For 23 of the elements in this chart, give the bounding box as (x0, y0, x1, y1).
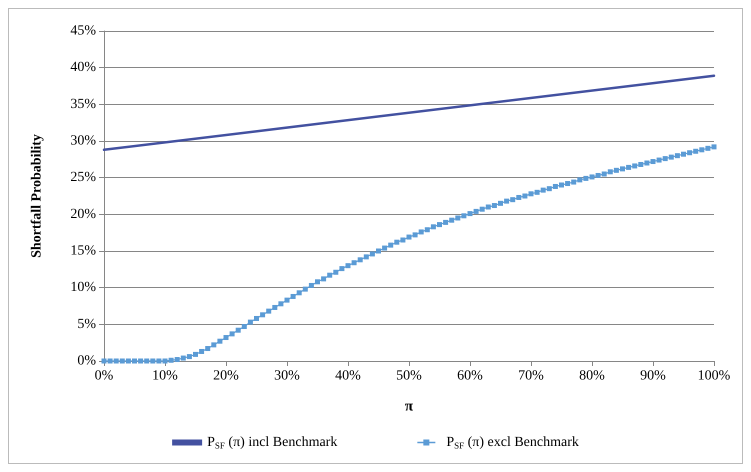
y-tick-label: 15% (70, 244, 96, 258)
y-axis-title: Shortfall Probability (30, 134, 44, 258)
x-tick-label: 90% (640, 368, 666, 384)
x-tick-label: 10% (152, 368, 178, 384)
y-tick-label: 40% (70, 60, 96, 76)
x-tick-label: 70% (518, 368, 544, 384)
x-tick-label: 0% (94, 368, 114, 384)
x-tick-label: 30% (274, 368, 300, 384)
y-tick-label: 25% (70, 170, 96, 186)
y-tick-label: 20% (70, 206, 96, 222)
x-tick-label: 60% (457, 368, 484, 384)
y-tick-label: 10% (70, 280, 96, 296)
x-tick-label: 40% (335, 368, 362, 384)
y-tick-label: 45% (70, 24, 96, 38)
x-tick-label: 50% (396, 368, 422, 384)
y-tick-label: 30% (70, 134, 96, 148)
y-tick-label: 5% (77, 316, 96, 332)
y-tick-label: 0% (77, 354, 96, 368)
x-axis-title: π (404, 398, 414, 414)
y-tick-label: 35% (70, 96, 96, 112)
x-tick-label: 20% (213, 368, 240, 384)
x-tick-label: 100% (698, 368, 731, 384)
x-tick-label: 80% (579, 368, 606, 384)
